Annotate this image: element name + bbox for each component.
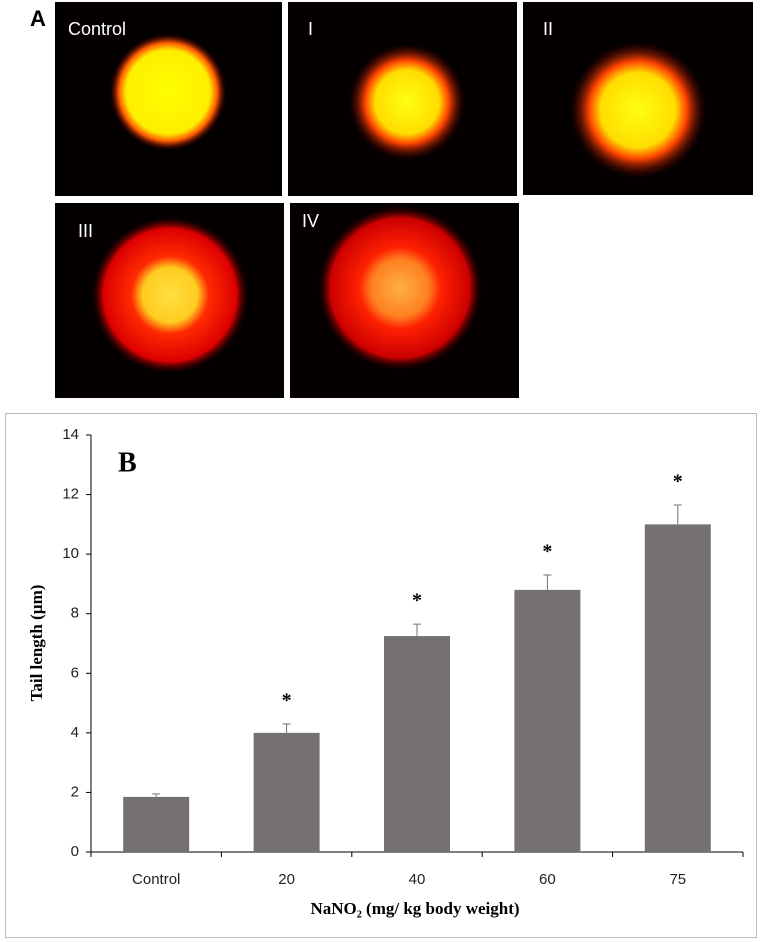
significance-mark: * xyxy=(282,690,292,712)
image-label: I xyxy=(308,19,313,39)
comet xyxy=(92,217,248,373)
bar xyxy=(123,796,190,852)
image-label: IV xyxy=(302,211,319,231)
chart-frame xyxy=(5,413,757,938)
image-label: III xyxy=(78,221,93,241)
y-tick-label: 8 xyxy=(71,605,79,622)
y-axis-title: Tail length (µm) xyxy=(27,585,46,702)
bar xyxy=(253,732,320,852)
x-tick-label: 40 xyxy=(409,871,426,888)
comet xyxy=(570,42,706,178)
bar xyxy=(384,636,450,852)
image-label: Control xyxy=(68,19,126,39)
x-tick-label: 20 xyxy=(278,871,295,888)
x-tick-label: 60 xyxy=(539,871,556,888)
image-label: II xyxy=(543,19,553,39)
y-tick-label: 6 xyxy=(71,664,79,681)
y-tick-label: 10 xyxy=(62,545,79,562)
x-axis-title: NaNO₂ (mg/ kg body weight) xyxy=(310,899,519,918)
significance-mark: * xyxy=(673,471,683,493)
comet xyxy=(349,44,465,160)
x-tick-label: 75 xyxy=(669,871,686,888)
bar xyxy=(514,589,581,852)
y-tick-label: 0 xyxy=(71,843,79,860)
panel-label: A xyxy=(30,6,46,31)
bar xyxy=(644,524,711,852)
comet xyxy=(318,206,482,370)
significance-mark: * xyxy=(412,590,422,612)
significance-mark: * xyxy=(542,541,552,563)
panel-label: B xyxy=(118,447,137,478)
y-tick-label: 4 xyxy=(71,724,79,741)
x-tick-label: Control xyxy=(132,871,180,888)
comet xyxy=(110,34,226,150)
y-tick-label: 12 xyxy=(62,486,79,503)
y-tick-label: 2 xyxy=(71,783,79,800)
y-tick-label: 14 xyxy=(62,426,79,443)
